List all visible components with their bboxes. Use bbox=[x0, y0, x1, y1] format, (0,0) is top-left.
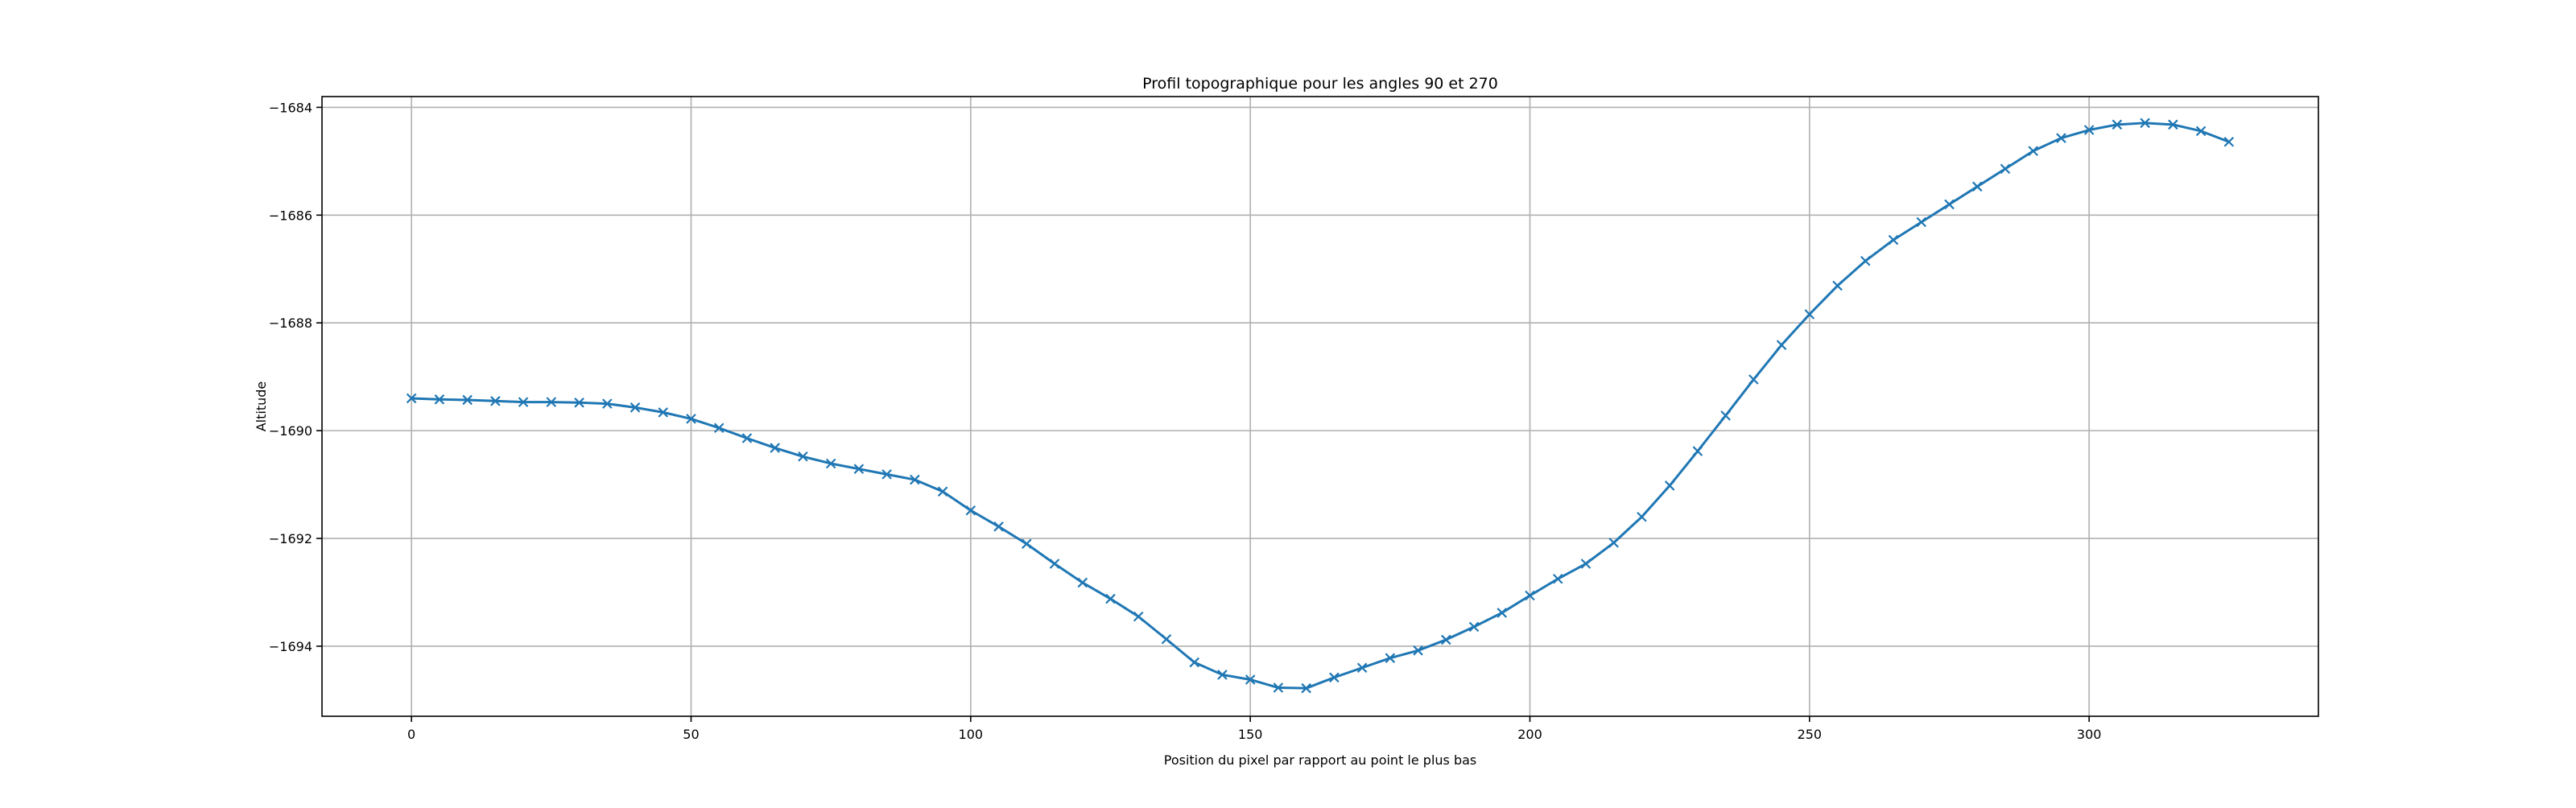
data-point-marker bbox=[910, 474, 920, 485]
x-tick-label: 150 bbox=[1238, 727, 1263, 742]
data-point-marker bbox=[1133, 611, 1144, 622]
x-tick-label: 300 bbox=[2077, 727, 2102, 742]
data-point-marker bbox=[658, 407, 669, 418]
data-point-marker bbox=[574, 398, 584, 408]
data-point-marker bbox=[1720, 410, 1731, 421]
x-tick-label: 100 bbox=[959, 727, 984, 742]
data-point-marker bbox=[1189, 657, 1199, 668]
data-point-marker bbox=[1860, 255, 1871, 266]
series-line bbox=[411, 122, 2230, 690]
data-point-marker bbox=[2195, 126, 2207, 137]
data-point-marker bbox=[825, 458, 836, 469]
data-point-marker bbox=[1971, 181, 1983, 192]
data-point-marker bbox=[1217, 670, 1228, 680]
y-tick-label: −1692 bbox=[269, 531, 312, 546]
data-point-marker bbox=[1273, 682, 1284, 693]
chart-title: Profil topographique pour les angles 90 … bbox=[1142, 75, 1498, 93]
x-tick-label: 0 bbox=[407, 727, 415, 742]
data-point-marker bbox=[1413, 645, 1423, 656]
data-point-marker bbox=[2000, 163, 2011, 174]
data-point-marker bbox=[630, 402, 641, 413]
data-point-marker bbox=[2223, 136, 2235, 147]
data-point-marker bbox=[1552, 573, 1563, 584]
data-point-marker bbox=[462, 394, 473, 406]
data-point-marker bbox=[2112, 119, 2123, 130]
data-point-marker bbox=[406, 393, 417, 404]
data-point-marker bbox=[1329, 672, 1340, 683]
data-point-marker bbox=[1049, 559, 1060, 569]
data-point-marker bbox=[1804, 309, 1815, 319]
data-point-marker bbox=[798, 451, 808, 462]
data-point-marker bbox=[1832, 280, 1843, 291]
grid bbox=[322, 97, 2318, 716]
data-point-marker bbox=[741, 433, 753, 443]
data-point-marker bbox=[1692, 446, 1703, 456]
data-point-marker bbox=[2028, 146, 2038, 156]
data-point-marker bbox=[2083, 125, 2095, 135]
y-tick-label: −1684 bbox=[269, 100, 312, 115]
data-point-marker bbox=[1161, 633, 1172, 645]
data-point-marker bbox=[881, 469, 892, 480]
data-point-marker bbox=[1105, 593, 1116, 604]
data-point-marker bbox=[546, 397, 557, 407]
data-point-marker bbox=[2140, 117, 2150, 129]
data-point-marker bbox=[1916, 216, 1927, 228]
data-point-marker bbox=[1944, 199, 1955, 210]
y-tick-label: −1686 bbox=[269, 208, 312, 223]
data-point-marker bbox=[1468, 621, 1480, 633]
y-tick-label: −1688 bbox=[269, 315, 312, 331]
x-tick-label: 250 bbox=[1798, 727, 1823, 742]
data-point-marker bbox=[1385, 653, 1396, 663]
data-point-marker bbox=[937, 486, 948, 497]
data-point-marker bbox=[1637, 511, 1647, 522]
data-point-marker bbox=[993, 521, 1004, 532]
data-point-marker bbox=[2168, 119, 2178, 130]
data-point-marker bbox=[1888, 234, 1899, 245]
data-point-marker bbox=[1441, 634, 1451, 645]
data-point-marker bbox=[2056, 133, 2066, 143]
data-point-marker bbox=[1245, 674, 1256, 685]
axis-ticks: 0 50 100 150 200 250 300 −1694 −1692 −1690 −1688 −1… bbox=[269, 100, 2102, 742]
data-point-marker bbox=[1525, 590, 1535, 601]
y-axis-label: Altitude bbox=[254, 381, 269, 432]
data-point-marker bbox=[1748, 374, 1759, 385]
plot-frame bbox=[321, 96, 2319, 717]
y-tick-label: −1690 bbox=[269, 423, 312, 439]
data-point-marker bbox=[1301, 682, 1311, 694]
data-point-marker bbox=[490, 396, 501, 406]
data-point-marker bbox=[1356, 662, 1368, 674]
data-point-marker bbox=[1077, 577, 1088, 588]
data-point-marker bbox=[1608, 538, 1619, 548]
data-point-marker bbox=[518, 397, 529, 407]
data-point-marker bbox=[770, 443, 780, 453]
data-point-marker bbox=[1022, 538, 1032, 550]
series-layer bbox=[406, 117, 2235, 694]
data-point-marker bbox=[713, 423, 724, 434]
x-tick-label: 50 bbox=[683, 727, 699, 742]
data-point-marker bbox=[1496, 608, 1508, 618]
data-point-marker bbox=[853, 464, 865, 474]
data-point-marker bbox=[965, 505, 976, 516]
data-point-marker bbox=[1580, 559, 1591, 569]
data-point-marker bbox=[602, 398, 613, 409]
data-point-marker bbox=[1776, 340, 1787, 350]
data-point-marker bbox=[686, 414, 696, 424]
x-tick-label: 200 bbox=[1517, 727, 1542, 742]
x-axis-label: Position du pixel par rapport au point l… bbox=[1164, 752, 1477, 768]
y-tick-label: −1694 bbox=[269, 639, 312, 654]
data-point-marker bbox=[434, 394, 445, 405]
data-point-marker bbox=[1664, 480, 1675, 491]
